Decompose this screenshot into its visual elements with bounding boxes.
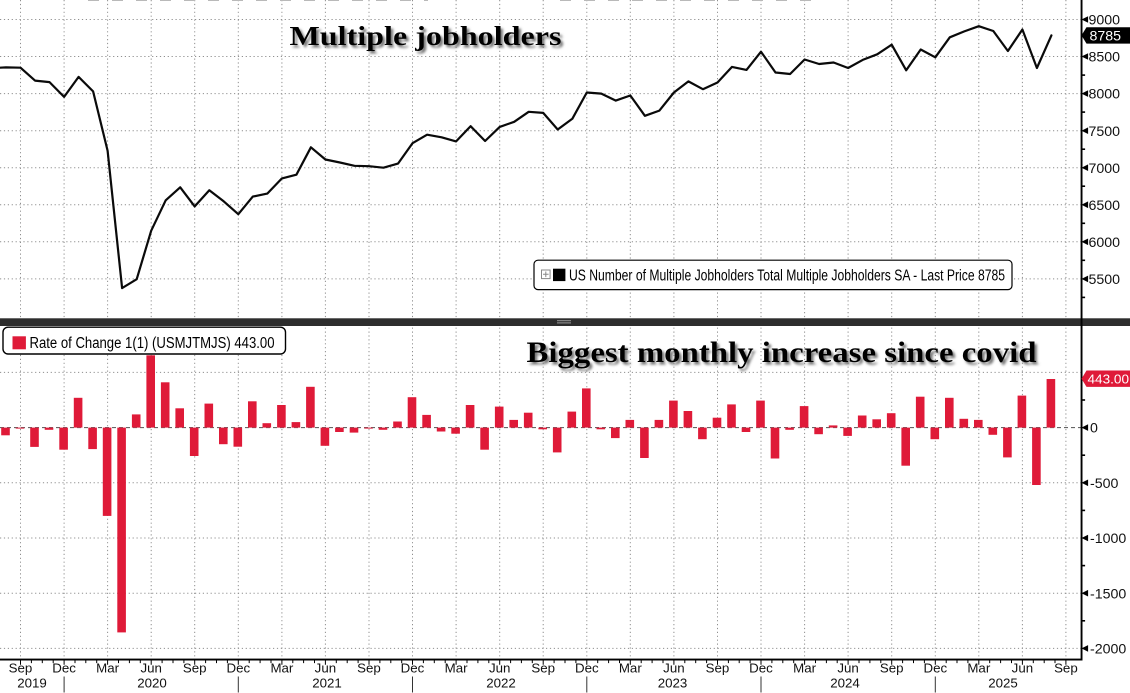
svg-text:Dec: Dec xyxy=(575,660,599,675)
svg-text:Sep: Sep xyxy=(357,660,381,675)
svg-text:Dec: Dec xyxy=(923,660,947,675)
svg-text:Mar: Mar xyxy=(967,660,990,675)
svg-text:Mar: Mar xyxy=(96,660,119,675)
svg-text:5500: 5500 xyxy=(1089,272,1121,288)
svg-text:Mar: Mar xyxy=(270,660,293,675)
svg-text:Rate of Change 1(1) (USMJTMJS): Rate of Change 1(1) (USMJTMJS) 443.00 xyxy=(30,335,275,352)
svg-text:2024: 2024 xyxy=(830,676,860,691)
svg-text:Sep: Sep xyxy=(531,660,555,675)
svg-text:Jun: Jun xyxy=(315,660,336,675)
svg-text:Sep: Sep xyxy=(183,660,207,675)
svg-text:-500: -500 xyxy=(1090,476,1119,492)
svg-text:8500: 8500 xyxy=(1089,50,1121,66)
svg-text:Jun: Jun xyxy=(663,660,684,675)
svg-text:-2000: -2000 xyxy=(1090,642,1126,658)
svg-text:Jun: Jun xyxy=(1012,660,1033,675)
svg-text:443.00: 443.00 xyxy=(1088,372,1130,386)
svg-text:9000: 9000 xyxy=(1089,13,1121,29)
svg-text:Dec: Dec xyxy=(749,660,773,675)
svg-text:Mar: Mar xyxy=(793,660,816,675)
svg-text:Dec: Dec xyxy=(226,660,250,675)
svg-text:6500: 6500 xyxy=(1089,198,1121,214)
svg-text:2021: 2021 xyxy=(312,676,342,691)
svg-text:2023: 2023 xyxy=(658,676,688,691)
svg-text:0: 0 xyxy=(1090,421,1098,437)
svg-text:Sep: Sep xyxy=(706,660,730,675)
svg-text:-1000: -1000 xyxy=(1090,531,1126,547)
svg-text:Jun: Jun xyxy=(837,660,858,675)
svg-text:2020: 2020 xyxy=(137,676,167,691)
svg-text:Mar: Mar xyxy=(619,660,642,675)
svg-text:Multiple jobholders: Multiple jobholders xyxy=(290,20,562,51)
svg-text:Jun: Jun xyxy=(489,660,510,675)
svg-text:2025: 2025 xyxy=(988,676,1018,691)
svg-text:Sep: Sep xyxy=(880,660,904,675)
svg-text:Sep: Sep xyxy=(9,660,33,675)
svg-text:7000: 7000 xyxy=(1089,161,1121,177)
svg-text:8785: 8785 xyxy=(1090,29,1122,45)
svg-text:7500: 7500 xyxy=(1089,124,1121,140)
svg-text:Biggest monthly increase since: Biggest monthly increase since covid xyxy=(527,336,1037,369)
svg-text:2019: 2019 xyxy=(17,676,47,691)
svg-text:2022: 2022 xyxy=(486,676,516,691)
svg-text:Mar: Mar xyxy=(445,660,468,675)
svg-text:US Number of Multiple Jobholde: US Number of Multiple Jobholders Total M… xyxy=(569,267,1005,284)
svg-text:6000: 6000 xyxy=(1089,235,1121,251)
svg-text:Sep: Sep xyxy=(1054,660,1078,675)
svg-text:Dec: Dec xyxy=(401,660,425,675)
svg-text:-1500: -1500 xyxy=(1090,586,1126,602)
svg-text:8000: 8000 xyxy=(1089,87,1121,103)
svg-text:Dec: Dec xyxy=(52,660,76,675)
svg-text:Jun: Jun xyxy=(140,660,161,675)
